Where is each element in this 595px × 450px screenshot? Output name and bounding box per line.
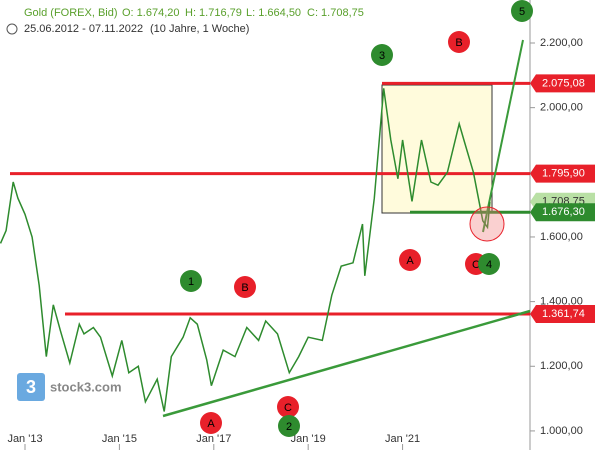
wave-marker	[200, 412, 222, 434]
ohlc-close: C: 1.708,75	[307, 7, 364, 19]
wave-marker	[180, 270, 202, 292]
trend-line	[482, 39, 524, 233]
ohlc-open: O: 1.674,20	[122, 7, 180, 19]
x-tick-label: Jan '17	[196, 433, 231, 445]
price-label: 1.795,90	[542, 168, 585, 180]
price-label-box	[530, 74, 595, 93]
x-tick-label: Jan '21	[385, 433, 420, 445]
x-tick-label: Jan '15	[102, 433, 137, 445]
ohlc-high: H: 1.716,79	[185, 7, 242, 19]
ohlc-low: L: 1.664,50	[246, 7, 301, 19]
price-label-box	[530, 164, 595, 183]
highlight-circle	[469, 206, 505, 242]
svg-text:3: 3	[26, 377, 36, 397]
price-label: 1.676,30	[542, 206, 585, 218]
wave-label: C	[472, 259, 480, 271]
y-tick-label: 1.600,00	[540, 231, 583, 243]
y-tick-label: 1.400,00	[540, 296, 583, 308]
wave-marker	[448, 31, 470, 53]
range-box	[381, 84, 493, 214]
wave-marker	[399, 249, 421, 271]
header: Gold (FOREX, Bid) O: 1.674,20 H: 1.716,7…	[6, 7, 364, 35]
wave-marker	[478, 253, 500, 275]
wave-label: A	[207, 418, 215, 430]
logo: 3 stock3.com	[17, 373, 122, 401]
subtitle: 25.06.2012 - 07.11.2022	[24, 23, 143, 35]
y-tick-label: 1.000,00	[540, 425, 583, 437]
price-label: 2.075,08	[542, 77, 585, 89]
logo-text: stock3.com	[50, 379, 122, 394]
price-label-box	[530, 304, 595, 323]
wave-label: 3	[379, 50, 385, 62]
wave-label: 2	[286, 421, 292, 433]
wave-label: C	[284, 402, 292, 414]
price-label-box	[530, 203, 595, 222]
clock-icon	[6, 23, 18, 35]
y-tick-label: 1.200,00	[540, 360, 583, 372]
wave-marker	[277, 396, 299, 418]
wave-marker	[371, 44, 393, 66]
price-label: 1.361,74	[542, 308, 585, 320]
price-line	[0, 88, 491, 412]
wave-label: B	[241, 282, 248, 294]
wave-label: B	[455, 37, 462, 49]
wave-label: 1	[188, 276, 194, 288]
wave-label: 4	[486, 259, 492, 271]
wave-label: 5	[519, 6, 525, 18]
y-tick-label: 2.200,00	[540, 37, 583, 49]
wave-marker	[511, 0, 533, 22]
title: Gold (FOREX, Bid)	[24, 7, 118, 19]
x-tick-label: Jan '19	[291, 433, 326, 445]
x-tick-label: Jan '13	[7, 433, 42, 445]
wave-marker	[234, 276, 256, 298]
wave-marker	[278, 415, 300, 437]
period: (10 Jahre, 1 Woche)	[150, 23, 249, 35]
wave-label: A	[406, 255, 414, 267]
trend-line	[162, 309, 531, 418]
y-tick-label: 2.000,00	[540, 102, 583, 114]
